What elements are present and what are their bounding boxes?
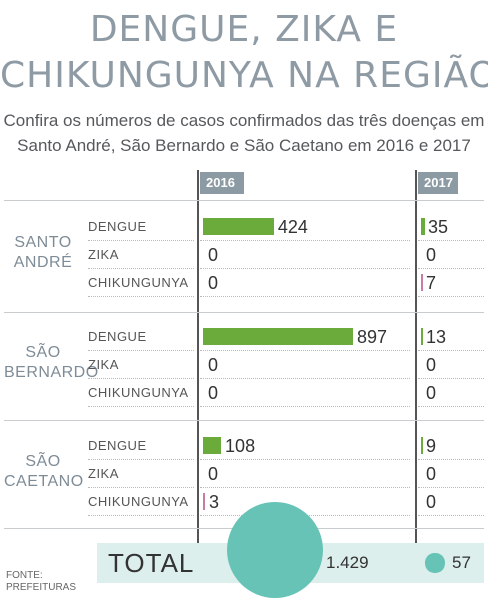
source-label: FONTE: bbox=[6, 570, 43, 581]
value-label-2017: 13 bbox=[426, 327, 447, 347]
cell-2016: 424 bbox=[200, 213, 410, 241]
value-label-2016: 424 bbox=[277, 217, 308, 237]
total-circle-2017 bbox=[425, 553, 445, 573]
chart-title-line-2: CHIKUNGUNYA NA REGIÃO bbox=[0, 55, 488, 96]
region-label: SÃO CAETANO bbox=[4, 452, 84, 492]
region-label-line: ANDRÉ bbox=[13, 254, 73, 271]
cell-2017: 0 bbox=[418, 488, 484, 516]
value-label-2016: 108 bbox=[225, 436, 256, 456]
value-label-2017: 0 bbox=[426, 464, 437, 484]
region-label-line: CAETANO bbox=[4, 473, 84, 490]
bar-2017 bbox=[421, 218, 425, 235]
total-value-2016: 1.429 bbox=[326, 553, 369, 572]
cell-2016: 0 bbox=[200, 241, 410, 269]
cell-2017: 35 bbox=[418, 213, 484, 241]
cell-2017: 13 bbox=[418, 323, 484, 351]
value-label-2016: 0 bbox=[208, 464, 219, 484]
cell-2016: 0 bbox=[200, 269, 410, 297]
bar-2016 bbox=[203, 218, 274, 235]
cell-2016: 0 bbox=[200, 351, 410, 379]
disease-label: CHIKUNGUNYA bbox=[88, 379, 194, 407]
divider bbox=[4, 420, 484, 421]
year-header-2016: 2016 bbox=[200, 172, 244, 194]
value-label-2016: 0 bbox=[208, 355, 219, 375]
bar-2016 bbox=[203, 493, 205, 510]
value-label-2016: 3 bbox=[209, 492, 220, 512]
value-label-2017: 9 bbox=[426, 436, 437, 456]
region-label-line: BERNARDO bbox=[4, 364, 99, 381]
disease-label: DENGUE bbox=[88, 432, 194, 460]
year-header-2017: 2017 bbox=[418, 172, 458, 194]
divider bbox=[4, 200, 484, 201]
subtitle-line-1: Confira os números de casos confirmados … bbox=[3, 111, 485, 130]
disease-label: DENGUE bbox=[88, 213, 194, 241]
source-name: PREFEITURAS bbox=[6, 582, 77, 593]
value-label-2017: 7 bbox=[426, 273, 437, 293]
divider bbox=[4, 312, 484, 313]
total-value-2017: 57 bbox=[452, 553, 471, 572]
source-note: FONTE: PREFEITURAS bbox=[6, 570, 76, 594]
region-label-line: SÃO bbox=[25, 344, 61, 361]
cell-2016: 897 bbox=[200, 323, 410, 351]
value-label-2016: 0 bbox=[208, 245, 219, 265]
value-label-2016: 0 bbox=[208, 383, 219, 403]
value-label-2016: 0 bbox=[208, 273, 219, 293]
cell-2017: 7 bbox=[418, 269, 484, 297]
value-label-2017: 35 bbox=[428, 217, 449, 237]
axis-2017 bbox=[415, 170, 417, 582]
cell-2017: 0 bbox=[418, 241, 484, 269]
bar-2016 bbox=[203, 437, 222, 454]
cell-2017: 0 bbox=[418, 460, 484, 488]
region-label: SÃO BERNARDO bbox=[4, 343, 99, 383]
region-label-line: SÃO bbox=[25, 453, 61, 470]
cell-2016: 108 bbox=[200, 432, 410, 460]
bar-2016 bbox=[203, 328, 353, 345]
value-label-2017: 0 bbox=[426, 492, 437, 512]
subtitle-line-2: Santo André, São Bernardo e São Caetano … bbox=[17, 136, 471, 155]
bar-2017 bbox=[421, 328, 423, 345]
cell-2016: 0 bbox=[200, 460, 410, 488]
cell-2017: 0 bbox=[418, 351, 484, 379]
disease-label: DENGUE bbox=[88, 323, 194, 351]
disease-label: ZIKA bbox=[88, 460, 194, 488]
value-label-2017: 0 bbox=[426, 245, 437, 265]
cell-2017: 9 bbox=[418, 432, 484, 460]
axis-2016 bbox=[197, 170, 199, 582]
total-label: TOTAL bbox=[108, 548, 195, 578]
chart-title-line-1: DENGUE, ZIKA E bbox=[89, 9, 399, 50]
value-label-2017: 0 bbox=[426, 355, 437, 375]
disease-label: CHIKUNGUNYA bbox=[88, 488, 194, 516]
disease-label: ZIKA bbox=[88, 241, 194, 269]
disease-label: ZIKA bbox=[88, 351, 194, 379]
cell-2017: 0 bbox=[418, 379, 484, 407]
bar-2017 bbox=[421, 437, 423, 454]
disease-label: CHIKUNGUNYA bbox=[88, 269, 194, 297]
value-label-2016: 897 bbox=[357, 327, 388, 347]
bar-2017 bbox=[421, 274, 423, 291]
value-label-2017: 0 bbox=[426, 383, 437, 403]
region-label: SANTO ANDRÉ bbox=[4, 233, 82, 273]
cell-2016: 0 bbox=[200, 379, 410, 407]
total-circle-2016 bbox=[227, 502, 323, 598]
region-label-line: SANTO bbox=[14, 234, 72, 251]
